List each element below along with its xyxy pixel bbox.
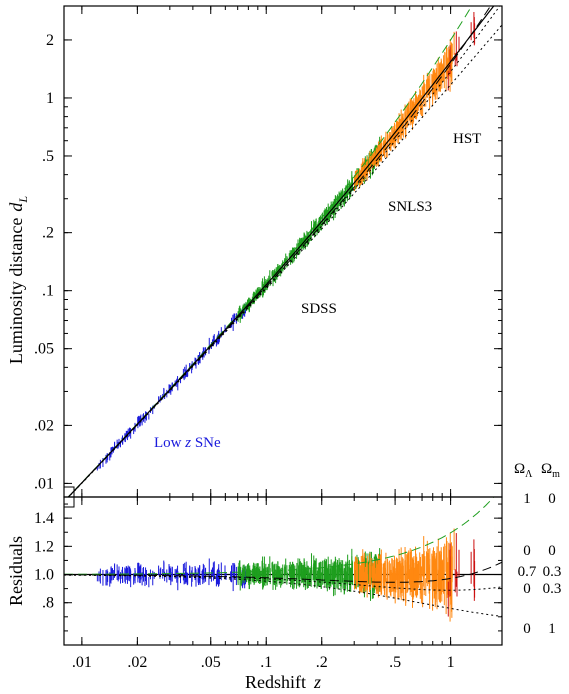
top-y-axis-label: Luminosity distance dL (6, 196, 30, 364)
annotation-snls3: SNLS3 (388, 199, 432, 215)
annotation-low-z-text: Low (154, 435, 185, 451)
corner-marker-bottom (64, 497, 75, 508)
annotation-low-z-rest: SNe (191, 435, 221, 451)
residual-y-tick-label: 1.0 (34, 567, 54, 584)
residual-y-tick-label: 1.2 (34, 538, 54, 555)
top-y-axis-label-symbol: d (6, 202, 26, 212)
legend-omega-lambda-value: 1 (523, 491, 531, 507)
legend-omega-m-value: 0.3 (543, 564, 562, 580)
top-y-tick-label: .02 (34, 417, 54, 434)
legend-header-omega-lambda-symbol: Ω (514, 461, 525, 477)
corner-marker-top (64, 486, 75, 497)
x-tick-label: .02 (127, 654, 147, 671)
x-axis-label-text: Redshift (245, 672, 306, 692)
legend-rows: 1 00 00.7 0.30 0.30 1 (518, 491, 562, 637)
top-y-tick-label: .1 (42, 283, 54, 300)
x-axis-label: Redshift z (245, 672, 321, 692)
top-y-tick-label: 1 (46, 90, 54, 107)
x-tick-label: .5 (389, 654, 401, 671)
legend-omega-m-value: 1 (548, 621, 556, 637)
model-residual-curve-1 (64, 561, 502, 583)
model-legend: ΩΛ Ωm 1 00 00.7 0.30 0.30 1 (514, 461, 561, 637)
x-tick-label: .1 (260, 654, 272, 671)
residual-y-axis-label: Residuals (6, 536, 26, 606)
series-3-residuals (447, 533, 476, 617)
legend-omega-lambda-value: 0.7 (518, 564, 537, 580)
legend-header-omega-m-symbol: Ω (541, 461, 552, 477)
top-y-tick-label: .05 (34, 341, 54, 358)
top-y-tick-label: .5 (42, 148, 54, 165)
legend-omega-m-value: 0.3 (543, 581, 562, 597)
top-y-tick-label: 2 (46, 32, 54, 49)
top-y-tick-label: .2 (42, 225, 54, 242)
legend-omega-lambda-value: 0 (523, 621, 531, 637)
x-axis-label-symbol: z (313, 672, 321, 692)
series-1-points (237, 136, 381, 323)
x-tick-label: .05 (201, 654, 221, 671)
model-residual-curve-4 (64, 574, 502, 617)
annotation-hst: HST (453, 131, 481, 147)
legend-omega-m-value: 0 (548, 491, 556, 507)
series-2-points (353, 31, 455, 192)
legend-header-omega-m-sub: m (552, 469, 560, 480)
legend-header-omega-m: Ωm (541, 461, 560, 480)
top-y-axis-label-subscript: L (16, 196, 30, 204)
residual-panel-data (64, 497, 502, 622)
model-residual-curve-3 (64, 574, 502, 591)
model-curve-4 (67, 24, 502, 497)
x-tick-label: .01 (72, 654, 92, 671)
residual-panel-frame (63, 496, 503, 646)
axis-ticks: .01 .02 .05 .1 .2 .5 1 .01 .02 .05 .1 .2 .5 1 2 .8 1.0 1.… (34, 5, 502, 671)
legend-header-omega-lambda: ΩΛ (514, 461, 533, 480)
legend-omega-lambda-value: 0 (523, 543, 531, 559)
legend-omega-lambda-value: 0 (523, 581, 531, 597)
residual-y-tick-label: 1.4 (34, 510, 54, 527)
annotation-sdss: SDSS (301, 301, 337, 317)
residual-y-tick-label: .8 (42, 595, 54, 612)
top-panel-data (64, 6, 502, 497)
annotation-low-z-symbol: z (184, 435, 191, 451)
legend-header-omega-lambda-sub: Λ (525, 469, 533, 480)
model-residual-curve-0 (64, 497, 495, 575)
legend-omega-m-value: 0 (548, 543, 556, 559)
annotation-low-z: Low z SNe (154, 435, 221, 451)
top-y-tick-label: .01 (34, 475, 54, 492)
x-tick-label: 1 (447, 654, 455, 671)
x-tick-label: .2 (316, 654, 328, 671)
top-y-axis-label-text: Luminosity distance (6, 218, 26, 364)
